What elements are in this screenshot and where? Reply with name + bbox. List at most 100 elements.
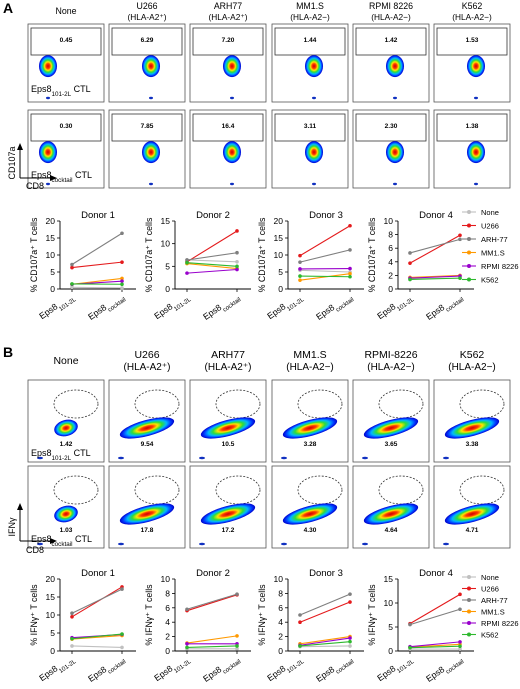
gate-percentage: 1.53 [466, 37, 479, 44]
chart-title: Donor 1 [81, 210, 115, 221]
column-header-subtitle: (HLA-A2⁺) [128, 12, 167, 22]
y-axis-marker-label: IFNγ [7, 517, 17, 536]
x-category-label: Eps8101-2L [375, 652, 415, 686]
series-point [298, 260, 302, 264]
series-line [71, 232, 123, 265]
y-tick-label: 8 [165, 588, 170, 598]
x-category-label: Eps8101-2L [152, 290, 192, 324]
y-axis-label: % CD107a⁺ T cells [257, 217, 267, 292]
x-category-label: Eps8cocktail [86, 290, 127, 324]
legend-dot-swatch [467, 621, 471, 625]
legend-dot-swatch [467, 223, 471, 228]
chart-title: Donor 1 [81, 568, 115, 579]
legend-entry-label: None [481, 208, 499, 217]
series-point [185, 645, 189, 650]
y-axis-label: % IFNγ⁺ T cells [29, 584, 39, 646]
gate-percentage: 4.64 [385, 527, 398, 534]
row-label-ctl: Eps8101-2L CTL [31, 448, 91, 462]
y-tick-label: 0 [50, 284, 55, 294]
y-tick-label: 10 [274, 250, 284, 260]
series-line [186, 259, 238, 263]
gate-ellipse [53, 475, 99, 505]
label-main: Eps8 [424, 664, 446, 684]
gate-percentage: 2.30 [385, 123, 398, 130]
series-line [71, 261, 123, 269]
y-tick-label: 8 [278, 588, 283, 598]
y-tick-label: 0 [50, 646, 55, 656]
series-line [299, 645, 351, 648]
series-point [185, 642, 189, 646]
population-cloud [200, 503, 256, 525]
label-main: Eps8 [314, 302, 336, 322]
y-tick-label: 15 [274, 233, 284, 243]
gate-percentage: 3.28 [304, 441, 317, 448]
population-cloud [142, 141, 160, 164]
x-category-label: Eps8cocktail [314, 652, 355, 686]
chart-title: Donor 2 [196, 210, 230, 221]
series-point [70, 282, 74, 286]
arrow-head-icon [50, 175, 57, 181]
legend-dot-swatch [467, 277, 471, 282]
gate-percentage: 1.44 [304, 37, 317, 44]
chart-title: Donor 4 [419, 568, 453, 579]
series-line [299, 593, 351, 616]
column-header-title: U266 [134, 349, 159, 361]
series-point [458, 607, 462, 612]
label-main: Eps8 [152, 301, 174, 321]
gate-percentage: 0.30 [60, 123, 73, 130]
label-subscript: cocktail [444, 296, 465, 314]
column-header-title: None [53, 355, 78, 367]
series-point [458, 276, 462, 280]
legend-dot-swatch [467, 609, 471, 614]
population-cloud [467, 141, 485, 164]
event-dots [46, 182, 50, 186]
population-cloud [282, 417, 338, 439]
column-header-subtitle: (HLA-A2−) [290, 12, 330, 22]
legend-entry-label: K562 [481, 631, 499, 640]
column-header-title: RPMI-8226 [364, 349, 417, 361]
population-cloud [386, 141, 404, 164]
series-point [458, 640, 462, 644]
population-cloud [54, 419, 78, 437]
population-cloud [444, 417, 500, 439]
column-header-subtitle: (HLA-A2−) [367, 362, 415, 373]
label-subscript: cocktail [106, 658, 127, 676]
population-cloud [305, 141, 323, 164]
series-point [298, 267, 302, 271]
series-line [409, 608, 461, 626]
gate-percentage: 17.2 [222, 527, 235, 534]
series-line [186, 268, 238, 274]
series-point [120, 282, 124, 287]
label-main: Eps8 [152, 663, 174, 683]
series-point [348, 223, 352, 228]
column-header-title: K562 [462, 1, 483, 11]
gate-percentage: 1.42 [60, 441, 73, 448]
event-dots [118, 542, 124, 546]
series-point [348, 271, 352, 276]
series-line [409, 645, 461, 649]
label-tail: CTL [71, 448, 91, 458]
population-cloud [467, 55, 485, 78]
event-dots [443, 542, 449, 546]
x-category-label: Eps8101-2L [265, 290, 305, 324]
label-subscript: 101-2L [172, 657, 192, 674]
row-label-ctl: Eps8cocktail CTL [31, 170, 92, 184]
series-line [299, 637, 351, 646]
gate-rect [111, 27, 183, 56]
y-tick-label: 5 [50, 267, 55, 277]
series-point [348, 266, 352, 271]
population-cloud [119, 417, 175, 439]
series-line [299, 641, 351, 647]
legend-entry-label: U266 [481, 585, 499, 594]
column-header-title: None [55, 6, 76, 16]
event-dots [281, 542, 287, 546]
y-tick-label: 10 [161, 574, 171, 584]
population-cloud [119, 503, 175, 525]
series-point [348, 274, 352, 279]
label-main: Eps8 [265, 663, 287, 683]
series-line [409, 593, 461, 625]
label-subscript: cocktail [221, 296, 242, 314]
column-header-subtitle: (HLA-A2−) [452, 12, 492, 22]
column-header-subtitle: (HLA-A2⁺) [209, 12, 248, 22]
series-line [71, 633, 123, 640]
